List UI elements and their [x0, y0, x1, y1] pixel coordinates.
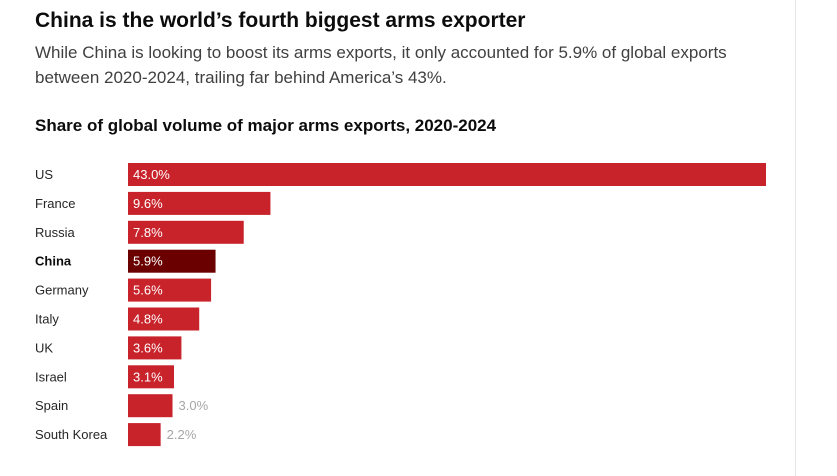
value-label-israel: 3.1%	[133, 369, 163, 384]
page-title: China is the world’s fourth biggest arms…	[35, 9, 526, 32]
category-label-spain: Spain	[35, 398, 68, 413]
value-label-uk: 3.6%	[133, 340, 163, 355]
bar-south-korea	[128, 423, 161, 447]
value-label-china: 5.9%	[133, 254, 163, 269]
category-label-china: China	[35, 254, 72, 269]
chart-title: Share of global volume of major arms exp…	[35, 116, 497, 135]
bar-spain	[128, 394, 173, 418]
bar-italy	[128, 307, 200, 331]
category-label-russia: Russia	[35, 225, 76, 240]
bar-israel	[128, 365, 174, 389]
bar-russia	[128, 220, 244, 244]
category-label-south-korea: South Korea	[35, 427, 108, 442]
bar-uk	[128, 336, 182, 360]
value-label-us: 43.0%	[133, 167, 170, 182]
category-label-france: France	[35, 196, 75, 211]
bar-france	[128, 191, 271, 215]
value-label-south-korea: 2.2%	[167, 427, 197, 442]
category-label-germany: Germany	[35, 283, 89, 298]
category-label-uk: UK	[35, 340, 53, 355]
value-label-russia: 7.8%	[133, 225, 163, 240]
bar-us	[128, 163, 766, 186]
value-label-france: 9.6%	[133, 196, 163, 211]
category-label-us: US	[35, 167, 53, 182]
value-label-italy: 4.8%	[133, 312, 163, 327]
category-label-italy: Italy	[35, 312, 59, 327]
category-label-israel: Israel	[35, 369, 67, 384]
bar-china	[128, 249, 216, 273]
chart-frame: China is the world’s fourth biggest arms…	[35, 0, 796, 476]
value-label-spain: 3.0%	[179, 398, 209, 413]
bar-germany	[128, 278, 212, 302]
page-subtitle: While China is looking to boost its arms…	[35, 43, 727, 87]
value-label-germany: 5.6%	[133, 283, 163, 298]
